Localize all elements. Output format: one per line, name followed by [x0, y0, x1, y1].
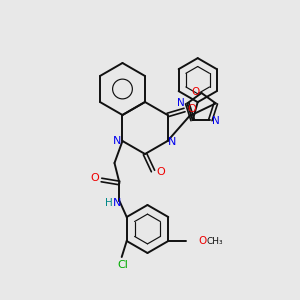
Text: CH₃: CH₃	[207, 236, 224, 245]
Text: N: N	[168, 137, 177, 147]
Text: N: N	[113, 136, 122, 146]
Text: N: N	[113, 198, 122, 208]
Text: O: O	[157, 167, 165, 177]
Text: O: O	[191, 87, 200, 97]
Text: O: O	[187, 104, 196, 114]
Text: Cl: Cl	[117, 260, 128, 270]
Text: O: O	[90, 173, 99, 183]
Text: O: O	[198, 236, 206, 246]
Text: H: H	[105, 198, 112, 208]
Text: N: N	[212, 116, 220, 126]
Text: N: N	[177, 98, 185, 108]
